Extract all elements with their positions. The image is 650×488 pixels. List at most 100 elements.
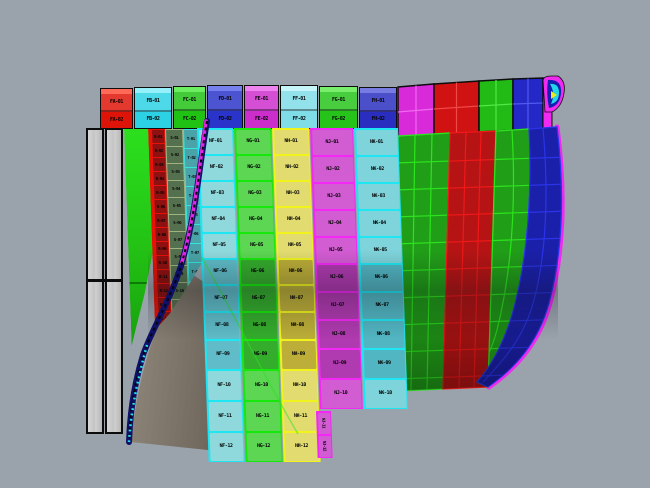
plate-cell: R-13 [155, 298, 170, 311]
plate-cell-label: NG-11 [255, 412, 270, 419]
top-course-plate [433, 80, 480, 136]
plate-row: FF-01 [281, 91, 317, 111]
plate-row: FF-02 [281, 111, 317, 129]
plate-cell: NJ-04 [314, 210, 356, 236]
flat-bar-seam [86, 279, 123, 282]
top-block-cyan: FB-01 FB-02 [134, 87, 172, 129]
plate-label: FE-02 [254, 115, 269, 122]
top-block-lightcyan: FF-01 FF-02 [280, 85, 318, 129]
plate-cell: NH-01 [273, 129, 309, 154]
band-seam [443, 237, 496, 245]
band-seam [477, 156, 562, 164]
plate-top-face [320, 87, 357, 92]
plate-label: FF-02 [292, 115, 306, 122]
plate-row: FD-02 [208, 111, 242, 129]
band-seam [477, 372, 562, 380]
band-seam [410, 134, 416, 391]
plate-cell-label: NF-12 [219, 443, 233, 449]
col-green: NG-01 NG-02 NG-03 NG-04 NG-05 NG-06 NG-07 NG-08… [234, 128, 283, 462]
plate-row: FB-01 [135, 93, 171, 112]
top-course-edge [542, 77, 553, 130]
plate-cell: R-05 [151, 186, 166, 199]
plate-cell: S-11 [172, 300, 189, 316]
band-seam [443, 156, 496, 164]
band-seam [477, 345, 562, 353]
plate-cell-label: T-01 [186, 136, 195, 141]
plate-cell-label: NH-04 [287, 216, 301, 222]
plate-cell-label: NF-04 [211, 216, 225, 222]
plate-cell-label: S-03 [171, 169, 180, 174]
plate-cell: NK-01 [355, 129, 398, 155]
plate-top-face [208, 86, 242, 91]
plate-cell-label: NH-11 [293, 412, 308, 419]
plate-cell: S-03 [167, 164, 184, 180]
top-course-plate [397, 83, 435, 139]
plate-cell-label: NG-08 [252, 322, 267, 328]
band-seam [477, 264, 530, 272]
band-seam [458, 131, 467, 389]
plate-cell-label: NG-05 [249, 242, 264, 248]
plate-cell-label: NH-03 [286, 190, 300, 196]
plate-cell-label: R-12 [159, 287, 168, 293]
plate-label: FB-02 [146, 116, 160, 123]
plate-cell: NF-03 [200, 181, 235, 206]
plate-cell-label: NH-01 [284, 138, 298, 144]
plate-cell-label: R-03 [155, 161, 164, 167]
plate-label: FA-02 [109, 116, 124, 123]
top-block-green-2: FG-01 FG-02 [319, 86, 358, 129]
plate-cell-label: R-08 [157, 231, 166, 237]
band-seam [397, 345, 450, 353]
band-seam [473, 131, 482, 389]
band-blue [475, 126, 563, 388]
plate-cell-label: NG-03 [248, 190, 262, 196]
band-seam [477, 318, 530, 326]
plate-cell-label: NJ-08 [332, 330, 346, 337]
col-cyan-1: NF-01 NF-02 NF-03 NF-04 NF-05 NF-06 NF-07 NF-08… [197, 128, 245, 462]
band-red-grid [443, 131, 496, 389]
plate-label: FB-01 [146, 97, 160, 104]
top-block-blue-2: FH-01 FH-02 [359, 87, 397, 129]
plate-seam [397, 108, 435, 113]
plate-cell-label: NJ-02 [326, 165, 340, 172]
plate-cell-label: NK-06 [374, 274, 388, 280]
plate-label: FH-02 [371, 116, 385, 123]
plate-cell-label: NK-09 [377, 360, 391, 366]
plate-cell: NG-01 [235, 129, 271, 154]
plate-label: FG-01 [331, 97, 346, 103]
plate-cell-label: NK-05 [373, 246, 387, 253]
plate-cell: NJ-06 [316, 264, 358, 291]
plate-cell-label: NK-08 [376, 330, 390, 337]
plate-cell-label: NK-01 [369, 138, 384, 145]
plate-cell-label: NF-05 [212, 242, 226, 248]
plate-cell-label: NF-03 [210, 190, 224, 196]
plate-cell: NG-04 [238, 207, 274, 232]
band-seam [443, 264, 496, 272]
plate-top-face [281, 86, 317, 91]
plate-cell-label: S-02 [170, 152, 179, 157]
plate-cell: T-01 [184, 130, 198, 148]
plate-row: FH-01 [360, 93, 396, 112]
band-seam [477, 183, 530, 191]
plate-cell-label: NJ-07 [331, 302, 345, 308]
plate-label: FD-01 [218, 96, 232, 103]
band-seam [443, 210, 496, 218]
plate-cell: NH-05 [277, 233, 313, 258]
plate-cell: NK-04 [358, 210, 401, 236]
plate-cell-label: NH-09 [291, 351, 306, 357]
top-course-plate [478, 78, 514, 133]
plate-cell: NH-06 [278, 259, 313, 284]
band-seam [397, 183, 450, 191]
plate-cell: R-14 [155, 312, 170, 325]
plate-cell: NJ-02 [312, 156, 354, 182]
plate-cell-label: NF-11 [218, 412, 232, 419]
plate-cell: R-06 [151, 200, 166, 213]
plate-cell-label: NJ-05 [329, 246, 343, 253]
plate-cell: NK-09 [363, 349, 406, 378]
band-seam [477, 210, 562, 218]
band-seam [397, 318, 450, 326]
curl-tip-icon [542, 75, 565, 113]
plate-cell: NJ-03 [313, 183, 355, 209]
plate-label: FC-01 [182, 97, 197, 103]
plate-cell-label: NF-10 [217, 381, 231, 388]
